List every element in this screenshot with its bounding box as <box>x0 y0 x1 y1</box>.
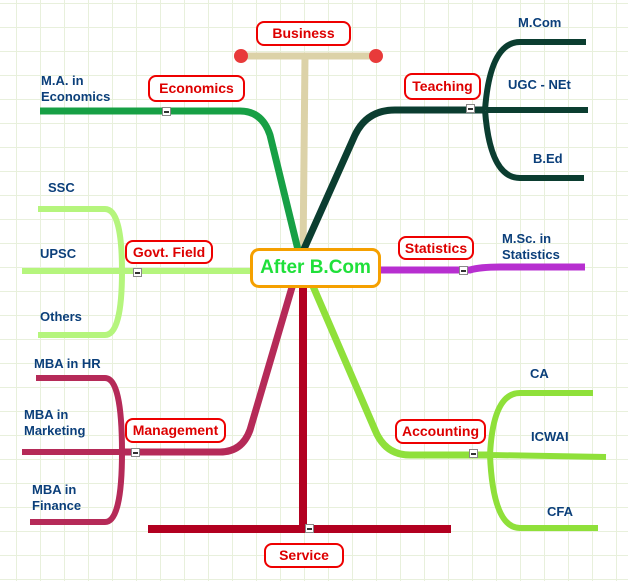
branch-business <box>299 55 309 259</box>
leaf-others[interactable]: Others <box>40 309 82 324</box>
branch-economics <box>40 107 304 259</box>
branch-teaching <box>296 106 485 260</box>
branch-accounting-leaves <box>487 390 607 531</box>
leaf-bed[interactable]: B.Ed <box>533 151 563 166</box>
collapse-management-button[interactable] <box>131 448 140 457</box>
topic-statistics[interactable]: Statistics <box>398 236 474 260</box>
topic-accounting[interactable]: Accounting <box>395 419 486 444</box>
leaf-mba-hr[interactable]: MBA in HR <box>34 356 101 371</box>
branch-statistics <box>380 263 585 274</box>
collapse-economics-button[interactable] <box>162 107 171 116</box>
branch-management-leaves <box>22 375 125 525</box>
topic-economics[interactable]: Economics <box>148 75 245 102</box>
leaf-mcom[interactable]: M.Com <box>518 15 562 30</box>
topic-govt-field[interactable]: Govt. Field <box>125 240 213 264</box>
collapse-accounting-button[interactable] <box>469 449 478 458</box>
branch-accounting <box>302 268 490 459</box>
collapse-statistics-button[interactable] <box>459 266 468 275</box>
topic-service[interactable]: Service <box>264 543 344 568</box>
leaf-msc-statistics[interactable]: M.Sc. in Statistics <box>502 231 560 262</box>
leaf-ugc-net[interactable]: UGC - NEt <box>508 77 571 92</box>
branch-management <box>122 259 304 456</box>
business-end-dot <box>234 49 248 63</box>
topic-teaching[interactable]: Teaching <box>404 73 481 100</box>
leaf-icwai[interactable]: ICWAI <box>531 429 569 444</box>
leaf-ma-economics[interactable]: M.A. in Economics <box>41 73 111 104</box>
topic-business[interactable]: Business <box>256 21 351 46</box>
leaf-cfa[interactable]: CFA <box>547 504 573 519</box>
leaf-mba-marketing[interactable]: MBA in Marketing <box>24 407 86 438</box>
topic-management[interactable]: Management <box>125 418 226 443</box>
collapse-teaching-button[interactable] <box>466 104 475 113</box>
business-end-dot <box>369 49 383 63</box>
leaf-ca[interactable]: CA <box>530 366 549 381</box>
branch-teaching-leaves <box>482 39 588 181</box>
leaf-upsc[interactable]: UPSC <box>40 246 77 261</box>
central-topic[interactable]: After B.Com <box>250 248 381 288</box>
branch-service <box>148 280 451 533</box>
collapse-service-button[interactable] <box>305 524 314 533</box>
branch-govt <box>22 206 252 338</box>
leaf-ssc[interactable]: SSC <box>48 180 75 195</box>
leaf-mba-finance[interactable]: MBA in Finance <box>32 482 82 513</box>
collapse-govt-button[interactable] <box>133 268 142 277</box>
